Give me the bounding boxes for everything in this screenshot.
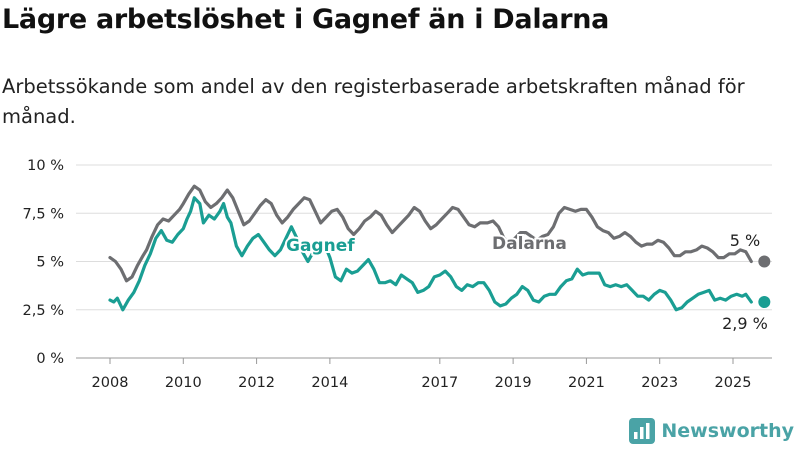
series-lines — [108, 184, 771, 312]
x-tick-label: 2023 — [641, 375, 678, 391]
series-line-gagnef — [108, 196, 753, 312]
end-value-label: 2,9 % — [722, 314, 768, 333]
y-axis: 0 % 2,5 % 5 % 7,5 % 10 % — [23, 158, 64, 367]
y-tick-label: 7,5 % — [23, 206, 64, 222]
y-tick-label: 0 % — [36, 351, 64, 367]
newsworthy-logo[interactable]: Newsworthy — [629, 418, 794, 444]
y-tick-label: 10 % — [27, 158, 64, 174]
endpoint-marker-gagnef — [758, 296, 771, 309]
series-line-dalarna — [108, 184, 753, 283]
chart-title: Lägre arbetslöshet i Gagnef än i Dalarna — [2, 4, 610, 35]
series-labels: Dalarna Gagnef 5 % 2,9 % — [284, 229, 770, 335]
x-tick-label: 2008 — [92, 375, 129, 391]
y-tick-label: 2,5 % — [23, 303, 64, 319]
y-tick-label: 5 % — [36, 255, 64, 271]
chart-subtitle: Arbetssökande som andel av den registerb… — [2, 75, 745, 128]
x-tick-label: 2025 — [715, 375, 752, 391]
bar-chart-logo-icon — [629, 418, 656, 444]
series-name-label: Gagnef — [286, 236, 355, 256]
gridlines — [76, 164, 772, 359]
end-value-label: 5 % — [730, 231, 760, 250]
x-axis: 2008 2010 2012 2014 2017 2019 2021 2023 2025 — [92, 358, 752, 391]
x-tick-label: 2014 — [311, 375, 348, 391]
endpoint-marker-dalarna — [758, 255, 771, 268]
x-tick-label: 2019 — [495, 375, 532, 391]
x-tick-label: 2017 — [421, 375, 458, 391]
brand-name: Newsworthy — [661, 420, 794, 442]
x-tick-label: 2012 — [238, 375, 275, 391]
x-tick-label: 2021 — [568, 375, 605, 391]
x-tick-label: 2010 — [165, 375, 202, 391]
series-name-label: Dalarna — [492, 234, 567, 254]
